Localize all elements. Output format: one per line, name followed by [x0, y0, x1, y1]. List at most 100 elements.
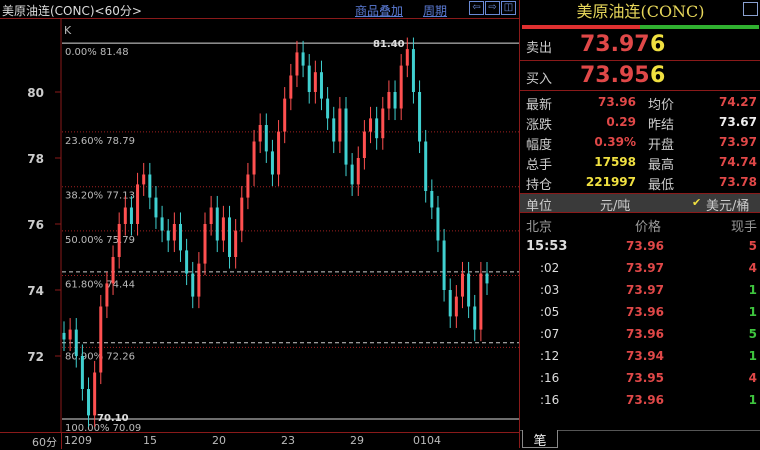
stat-value: 73.96 [598, 95, 636, 109]
indicator-label: K [64, 24, 72, 37]
stat-value: 221997 [585, 175, 636, 189]
tick-vol: 1 [748, 349, 757, 363]
candle-body [332, 118, 336, 142]
tick-time: :07 [540, 327, 560, 341]
period-link[interactable]: 周期 [423, 4, 448, 18]
candle-body [270, 151, 274, 175]
arrow-left-icon[interactable]: ⇦ [469, 1, 484, 15]
candle-body [301, 52, 305, 66]
candle-body [197, 263, 201, 297]
chart-toolbar: 美原油连(CONC)<60分> 商品叠加 周期 ⇦ ⇨ ◫ [0, 0, 520, 19]
candle-body [240, 197, 244, 231]
buy-ratio-bar [640, 25, 759, 29]
candle-body [313, 72, 317, 92]
col-price: 价格 [635, 220, 662, 235]
sell-ratio-bar [522, 25, 640, 29]
stat-value: 17598 [594, 155, 636, 169]
candle-body [111, 257, 115, 284]
tick-row: :02 73.97 4 [520, 258, 760, 280]
tick-time: :16 [540, 393, 560, 407]
unit-option-usd[interactable]: 美元/桶 [706, 199, 750, 214]
y-tick-label: 80 [27, 86, 44, 100]
stat-label: 最低 [648, 178, 675, 193]
candle-body [93, 372, 97, 416]
tick-time: :05 [540, 305, 560, 319]
stat-label: 幅度 [526, 138, 553, 153]
candle-body [209, 207, 213, 224]
x-axis: 60分 1209 15 20 23 29 0104 [0, 432, 520, 449]
stat-label: 开盘 [648, 138, 675, 153]
stat-row: 幅度 0.39% 开盘 73.97 [520, 133, 760, 153]
candle-body [485, 273, 489, 284]
tick-vol: 1 [748, 393, 757, 407]
candle-body [405, 49, 409, 66]
tick-time: 15:53 [526, 239, 568, 254]
candle-body [344, 108, 348, 165]
low-marker: 70.10 [97, 413, 129, 424]
tick-row: :07 73.96 5 [520, 324, 760, 346]
candle-body [185, 250, 189, 274]
candle-body [289, 75, 293, 99]
quote-title: 美原油连(CONC) [576, 2, 705, 21]
candle-body [473, 306, 477, 330]
price-chart[interactable]: K 80 78 76 74 72 0.00% 81.48 23.60% 78.79 38.20%… [0, 19, 520, 448]
stat-label: 最高 [648, 158, 675, 173]
candle-body [68, 329, 72, 340]
tick-time: :12 [540, 349, 560, 363]
candle-body [460, 273, 464, 297]
candle-body [387, 92, 391, 109]
tick-row: :12 73.94 1 [520, 346, 760, 368]
col-vol: 现手 [730, 220, 757, 235]
candle-body [418, 92, 422, 142]
candle-body [399, 65, 403, 109]
tab-trades[interactable]: 笔 [522, 430, 558, 449]
stat-row: 涨跌 0.29 昨结 73.67 [520, 113, 760, 133]
high-marker: 81.40 [373, 39, 405, 50]
candle-body [246, 174, 250, 198]
candle-body [172, 224, 176, 241]
candle-body [307, 65, 311, 92]
candle-body [221, 217, 225, 241]
buy-price: 73.95 [580, 63, 650, 88]
candle-body [393, 92, 397, 109]
arrow-right-icon[interactable]: ⇨ [485, 1, 500, 15]
stat-value: 73.97 [719, 135, 757, 149]
buy-qty: 6 [650, 63, 666, 88]
candle-body [319, 72, 323, 99]
candle-body [148, 174, 152, 198]
x-tick: 15 [143, 434, 157, 447]
tick-time: :16 [540, 371, 560, 385]
layout-icon[interactable]: ◫ [501, 1, 516, 15]
stat-value: 74.74 [719, 155, 757, 169]
candle-body [411, 49, 415, 92]
tick-time: :03 [540, 283, 560, 297]
candle-body [129, 207, 133, 224]
fib-label: 23.60% 78.79 [65, 136, 135, 147]
tick-row: :16 73.96 1 [520, 390, 760, 412]
candle-body [424, 141, 428, 191]
candle-body [136, 184, 140, 224]
candle-body [356, 158, 360, 185]
candle-body [448, 290, 452, 317]
y-tick-label: 72 [27, 350, 44, 364]
candle-body [166, 230, 170, 241]
stat-label: 持仓 [526, 178, 553, 193]
tick-row: :16 73.95 4 [520, 368, 760, 390]
candle-body [62, 332, 66, 340]
check-icon: ✔ [692, 196, 702, 209]
unit-option-yuan[interactable]: 元/吨 [600, 199, 631, 214]
tick-row: 15:53 73.96 5 [520, 236, 760, 258]
overlay-link[interactable]: 商品叠加 [355, 4, 404, 18]
buy-label: 买入 [526, 72, 553, 87]
candle-body [215, 207, 219, 241]
y-tick-label: 78 [27, 152, 44, 166]
y-tick-label: 74 [27, 284, 44, 298]
candle-body [105, 283, 109, 307]
stat-label: 昨结 [648, 118, 675, 133]
candle-body [350, 164, 354, 185]
tick-price: 73.96 [626, 239, 664, 253]
x-tick: 23 [281, 434, 295, 447]
candle-body [430, 191, 434, 208]
candle-body [295, 52, 299, 76]
maximize-icon[interactable] [743, 2, 758, 16]
